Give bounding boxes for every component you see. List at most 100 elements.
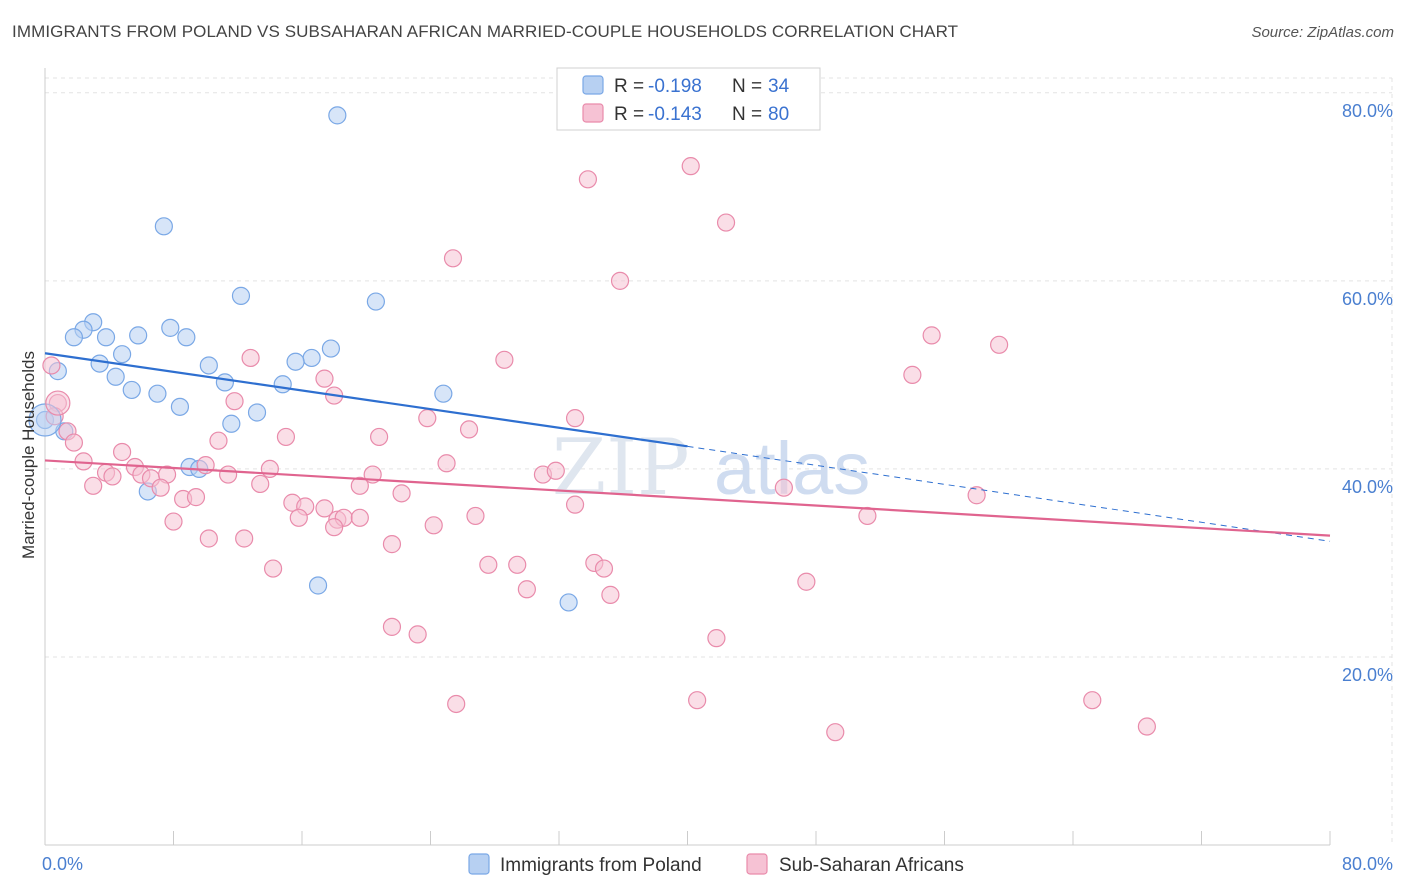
point-subsaharan xyxy=(601,585,620,604)
trend-line-poland xyxy=(44,352,688,448)
legend-r-value-subsaharan: -0.143 xyxy=(648,104,702,125)
y-axis-label: Married-couple Households xyxy=(19,351,38,559)
bottom-legend-swatch-subsaharan xyxy=(746,853,768,875)
point-subsaharan xyxy=(688,691,707,710)
point-subsaharan xyxy=(424,516,443,535)
chart-source: Source: ZipAtlas.com xyxy=(1251,24,1394,41)
trend-lines xyxy=(44,352,1331,542)
point-subsaharan xyxy=(42,356,61,375)
point-subsaharan xyxy=(350,476,369,495)
point-subsaharan xyxy=(565,409,585,428)
point-subsaharan xyxy=(517,580,536,599)
trend-line-subsaharan xyxy=(44,459,1331,537)
point-poland xyxy=(170,397,190,416)
point-subsaharan xyxy=(382,617,402,636)
point-subsaharan xyxy=(479,555,498,574)
point-subsaharan xyxy=(370,427,389,447)
point-poland xyxy=(96,328,116,347)
watermark-atlas: atlas xyxy=(714,427,870,510)
point-subsaharan xyxy=(350,508,369,527)
point-poland xyxy=(321,339,341,358)
trend-line-poland-extension xyxy=(687,445,1331,542)
point-subsaharan xyxy=(922,326,941,345)
point-subsaharan xyxy=(774,478,793,497)
point-subsaharan xyxy=(112,442,132,462)
point-poland xyxy=(231,286,251,305)
point-poland xyxy=(302,348,321,368)
point-subsaharan xyxy=(219,465,238,484)
point-subsaharan xyxy=(437,454,456,473)
point-subsaharan xyxy=(466,506,485,526)
axes xyxy=(44,68,1331,846)
point-poland xyxy=(64,328,84,347)
point-subsaharan xyxy=(103,467,122,486)
point-subsaharan xyxy=(546,461,565,480)
point-poland xyxy=(215,373,234,392)
point-subsaharan xyxy=(967,486,986,505)
point-subsaharan xyxy=(64,433,84,452)
legend-n-label-subsaharan: N = xyxy=(732,104,762,125)
point-poland xyxy=(559,593,578,612)
y-tick-label: 80.0% xyxy=(1342,101,1393,121)
x-tick-label: 80.0% xyxy=(1342,854,1393,874)
y-tick-label: 40.0% xyxy=(1342,477,1393,497)
point-subsaharan xyxy=(276,427,296,447)
point-poland xyxy=(286,352,305,371)
point-subsaharan xyxy=(289,508,308,527)
point-poland xyxy=(90,354,109,373)
point-subsaharan xyxy=(903,365,922,384)
point-subsaharan xyxy=(443,249,463,268)
point-subsaharan xyxy=(392,484,411,503)
point-poland xyxy=(328,106,347,125)
point-subsaharan xyxy=(251,474,270,494)
point-subsaharan xyxy=(826,723,845,742)
point-subsaharan xyxy=(408,625,427,644)
point-poland xyxy=(177,328,196,347)
point-subsaharan xyxy=(225,392,244,411)
chart-title: IMMIGRANTS FROM POLAND VS SUBSAHARAN AFR… xyxy=(12,22,959,41)
point-subsaharan xyxy=(707,629,726,648)
point-poland xyxy=(161,318,180,337)
bottom-legend: Immigrants from Poland Sub-Saharan Afric… xyxy=(468,853,964,876)
bottom-legend-label-poland: Immigrants from Poland xyxy=(500,855,702,876)
point-poland xyxy=(122,380,141,400)
legend-n-value-subsaharan: 80 xyxy=(768,104,789,125)
point-poland xyxy=(199,356,218,375)
x-tick-labels: 0.0% 80.0% xyxy=(42,854,1393,874)
point-subsaharan xyxy=(459,420,479,439)
point-subsaharan xyxy=(209,431,228,450)
point-subsaharan-large xyxy=(45,390,71,416)
point-subsaharan xyxy=(797,572,816,591)
point-subsaharan xyxy=(565,495,585,514)
point-poland xyxy=(247,403,267,422)
data-points xyxy=(28,106,1156,742)
legend-n-value-poland: 34 xyxy=(768,76,790,97)
legend-n-label-poland: N = xyxy=(732,76,762,97)
point-subsaharan xyxy=(325,518,344,537)
point-subsaharan xyxy=(447,694,466,714)
y-tick-label: 20.0% xyxy=(1342,665,1393,685)
point-subsaharan xyxy=(186,488,206,507)
point-subsaharan xyxy=(315,499,334,518)
legend-swatch-subsaharan xyxy=(582,103,604,123)
point-poland xyxy=(129,326,148,345)
point-poland xyxy=(154,217,173,236)
legend-r-label-poland: R = xyxy=(614,76,644,97)
point-subsaharan xyxy=(610,271,630,290)
point-subsaharan xyxy=(594,559,614,578)
point-poland xyxy=(112,345,132,364)
bottom-legend-swatch-poland xyxy=(468,853,490,875)
point-subsaharan xyxy=(508,555,527,574)
point-subsaharan xyxy=(495,350,514,369)
point-poland xyxy=(308,576,328,595)
legend-r-value-poland: -0.198 xyxy=(648,76,702,97)
point-poland xyxy=(106,367,125,386)
point-poland xyxy=(222,414,241,433)
point-subsaharan xyxy=(418,409,437,428)
point-subsaharan xyxy=(1083,691,1102,710)
point-subsaharan xyxy=(1137,717,1156,736)
point-subsaharan xyxy=(263,559,283,578)
point-subsaharan xyxy=(716,213,736,232)
point-subsaharan xyxy=(990,335,1009,354)
